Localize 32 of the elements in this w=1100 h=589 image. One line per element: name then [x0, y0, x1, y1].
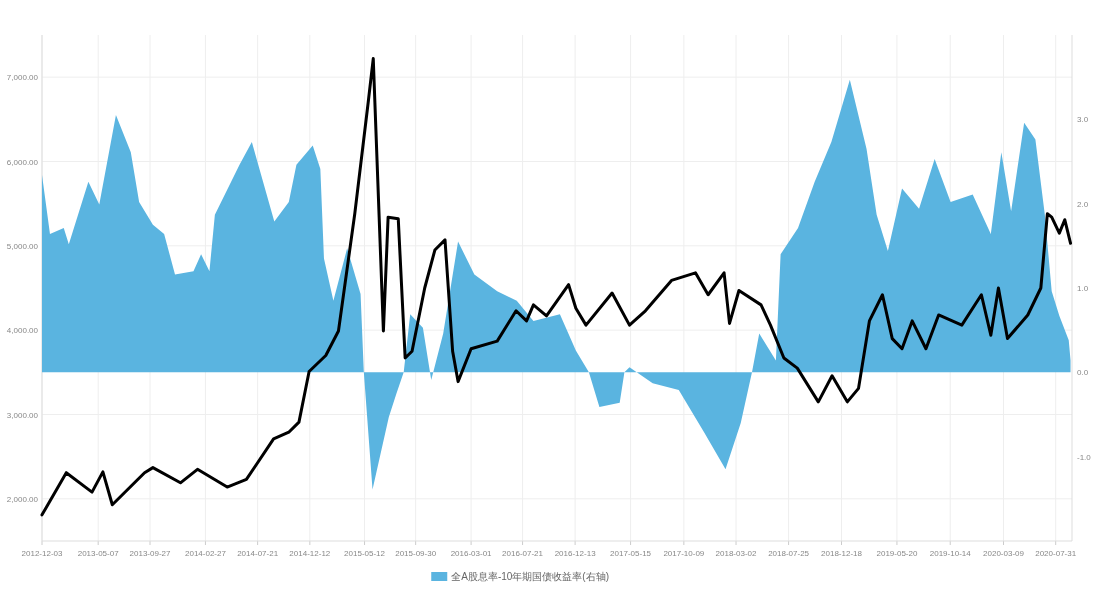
- y-tick-label: 5,000.00: [6, 241, 39, 251]
- x-tick-label: 2015-05-12: [344, 549, 386, 558]
- x-tick-label: 2017-05-15: [610, 549, 652, 558]
- y-tick-label: 4,000.00: [6, 326, 39, 336]
- x-tick-label: 2017-10-09: [663, 549, 705, 558]
- y2-tick-label: 2.0: [1077, 199, 1089, 209]
- x-tick-label: 2018-12-18: [821, 549, 863, 558]
- x-tick-label: 2016-12-13: [554, 549, 597, 558]
- x-tick-label: 2019-10-14: [929, 549, 972, 558]
- x-tick-label: 2013-05-07: [77, 549, 120, 558]
- legend: 全A股息率-10年期国债收益率(右轴): [431, 571, 610, 582]
- y-tick-label: 7,000.00: [6, 73, 39, 83]
- x-tick-label: 2014-07-21: [237, 549, 279, 558]
- x-tick-label: 2018-03-02: [715, 549, 758, 558]
- x-tick-label: 2015-09-30: [395, 549, 437, 558]
- x-tick-label: 2019-05-20: [876, 549, 918, 558]
- x-tick-label: 2020-07-31: [1035, 549, 1077, 558]
- x-tick-label: 2014-12-12: [289, 549, 331, 558]
- x-tick-label: 2014-02-27: [184, 549, 227, 558]
- x-tick-label: 2020-03-09: [983, 549, 1025, 558]
- y-tick-label: 3,000.00: [6, 410, 39, 420]
- x-tick-label: 2016-03-01: [450, 549, 493, 558]
- y2-tick-label: 3.0: [1077, 115, 1089, 125]
- y2-tick-label: 1.0: [1077, 284, 1089, 293]
- x-tick-label: 2018-07-25: [768, 549, 810, 558]
- x-tick-label: 2012-12-03: [21, 549, 64, 558]
- y-tick-label: 6,000.00: [6, 157, 39, 167]
- y2-tick-label: -1.0: [1077, 452, 1092, 462]
- x-tick-label: 2016-07-21: [502, 549, 544, 558]
- y2-tick-label: 0.0: [1077, 368, 1089, 378]
- x-tick-label: 2013-09-27: [129, 549, 172, 558]
- y-tick-label: 2,000.00: [6, 494, 39, 504]
